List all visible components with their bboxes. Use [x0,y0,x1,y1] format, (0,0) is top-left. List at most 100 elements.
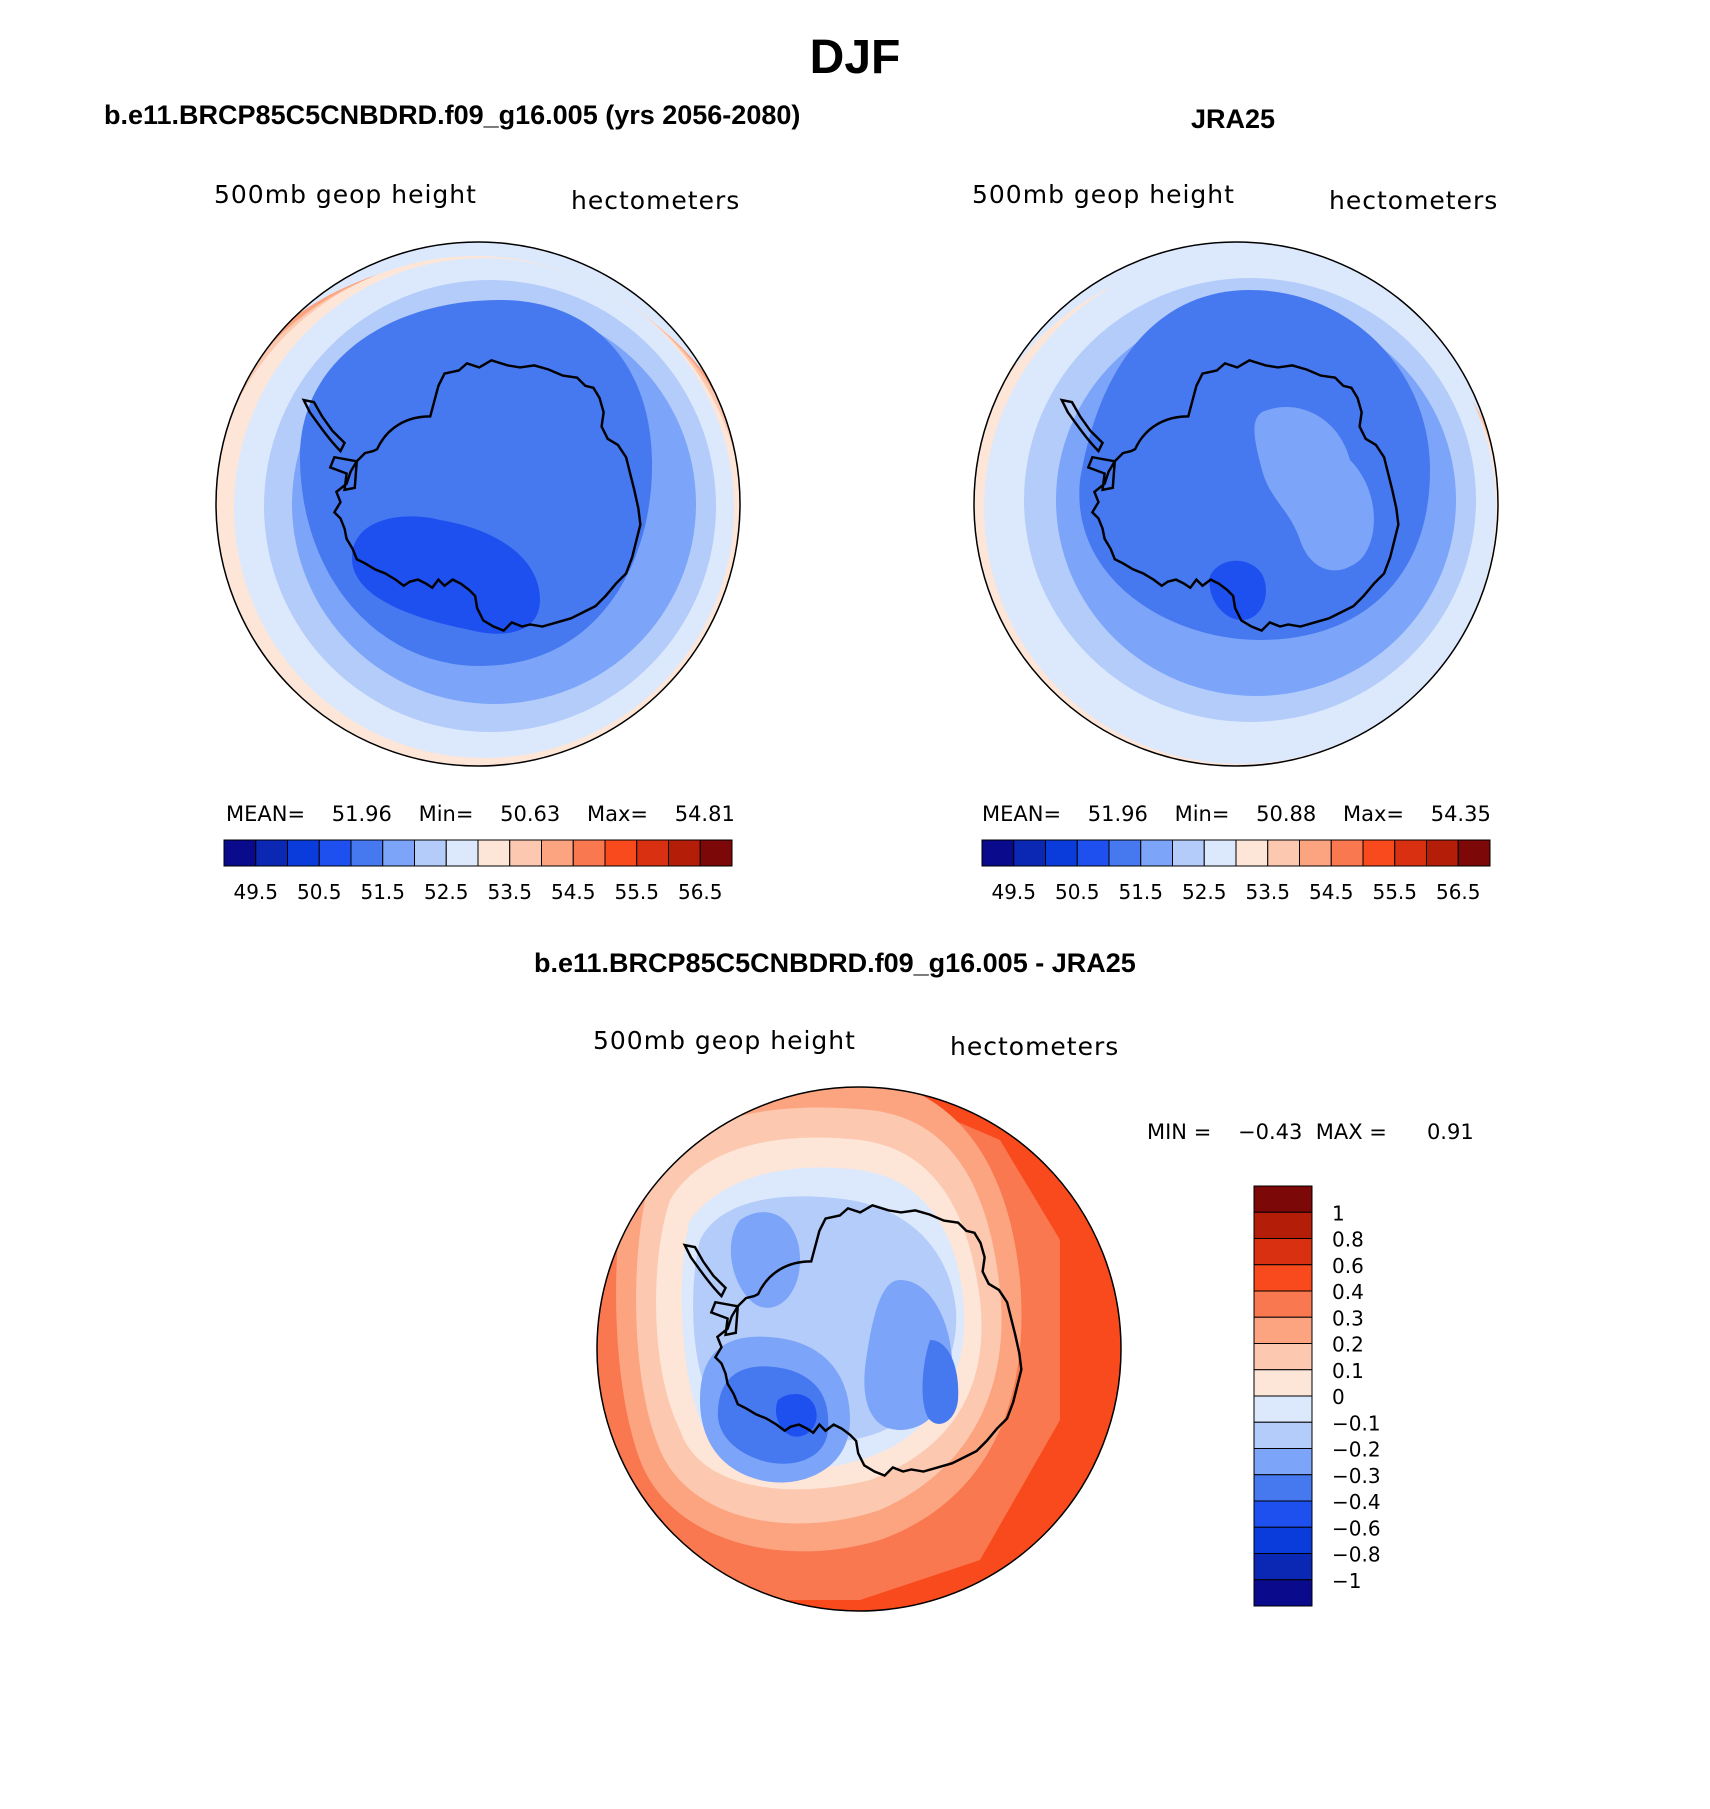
colorbar-3-swatch [1253,1448,1313,1476]
colorbar-3-swatch [1253,1369,1313,1397]
panel-2-mean-label: MEAN= [982,802,1062,826]
colorbar-1-tick-label: 49.5 [233,880,278,904]
colorbar-1-swatch [255,839,288,867]
map-1-border [215,241,741,767]
colorbar-3-swatch [1253,1553,1313,1581]
panel-2-max-label: Max= [1342,802,1404,826]
colorbar-2-tick-label: 50.5 [1055,880,1100,904]
colorbar-3: 1 0.80.60.40.3 0.20.10−0.1 −0.2−0.3−0.4−0.6… [1253,1185,1381,1607]
colorbar-2-swatch [1203,839,1237,867]
colorbar-1-swatch [382,839,415,867]
panel-2-min-label: Min= [1174,802,1230,826]
colorbar-1-swatch [223,839,257,867]
panel-1-units-label: hectometers [571,186,741,215]
colorbar-1-swatch [318,839,352,867]
panel-2-stats: MEAN= 51.96 Min= 50.88 Max= 54.35 [982,802,1491,826]
colorbar-1-swatch [604,839,638,867]
panel-2-mean-value: 51.96 [1087,802,1148,826]
colorbar-3-tick-label: 1 [1332,1201,1345,1225]
panel-2-title: JRA25 [1191,104,1276,134]
colorbar-2-swatch [1076,839,1110,867]
colorbar-3-swatch [1253,1395,1313,1423]
colorbar-2-tick-label: 55.5 [1372,880,1417,904]
panel-1-min-label: Min= [418,802,474,826]
colorbar-3-swatch [1253,1264,1313,1292]
panel-1-mean-value: 51.96 [331,802,392,826]
colorbar-3-swatch [1253,1211,1313,1239]
panel-1-stats: MEAN= 51.96 Min= 50.63 Max= 54.81 [226,802,735,826]
colorbar-2-swatch [1362,839,1396,867]
colorbar-1: 49.5 50.5 51.5 52.5 53.5 54.5 55.5 56.5 [223,839,733,904]
panel-1-max-value: 54.81 [674,802,735,826]
colorbar-3-tick-label: 0.4 [1332,1280,1364,1304]
map-3-low-east-core [922,1340,959,1424]
panel-2-units-label: hectometers [1329,186,1499,215]
colorbar-1-tick-label: 54.5 [551,880,596,904]
colorbar-1-swatch [541,839,574,867]
panel-3-max-label: MAX = [1315,1120,1387,1144]
panel-3-min-value: −0.43 [1238,1120,1303,1144]
colorbar-1-tick-label: 56.5 [678,880,723,904]
colorbar-2-tick-label: 54.5 [1309,880,1354,904]
colorbar-1-tick-label: 51.5 [360,880,405,904]
colorbar-1-swatch [668,839,701,867]
panel-3-max-value: 0.91 [1426,1120,1474,1144]
colorbar-1-swatch [445,839,479,867]
colorbar-1-swatch [572,839,606,867]
colorbar-3-tick-label: 0.6 [1332,1254,1364,1278]
colorbar-1-swatch [699,839,733,867]
colorbar-3-tick-label: 0.8 [1332,1228,1364,1252]
panel-3-min-label: MIN = [1147,1120,1212,1144]
colorbar-2-swatch [1426,839,1459,867]
colorbar-2-swatch [1299,839,1332,867]
colorbar-3-swatch [1253,1343,1313,1371]
main-title: DJF [809,31,901,84]
colorbar-3-swatch [1253,1316,1313,1344]
colorbar-3-swatch [1253,1579,1313,1607]
colorbar-2-tick-label: 51.5 [1118,880,1163,904]
colorbar-3-tick-label: −0.4 [1332,1490,1381,1514]
colorbar-2-tick-label: 56.5 [1436,880,1481,904]
colorbar-2-swatch [1108,839,1142,867]
colorbar-3-swatch [1253,1290,1313,1318]
map-3-low-west [730,1212,800,1308]
colorbar-3-swatch [1253,1474,1313,1502]
colorbar-2-swatch [1140,839,1173,867]
colorbar-2-swatch [981,839,1015,867]
panel-1-min-value: 50.63 [500,802,561,826]
colorbar-1-tick-label: 50.5 [297,880,342,904]
map-2-border [973,241,1499,767]
colorbar-2-swatch [1013,839,1046,867]
colorbar-2-swatch [1045,839,1078,867]
colorbar-1-tick-label: 52.5 [424,880,469,904]
colorbar-2: 49.5 50.5 51.5 52.5 53.5 54.5 55.5 56.5 [981,839,1491,904]
colorbar-3-swatch [1253,1526,1313,1554]
colorbar-2-tick-label: 52.5 [1182,880,1227,904]
panel-1-title: b.e11.BRCP85C5CNBDRD.f09_g16.005 (yrs 20… [104,100,801,130]
colorbar-2-swatch [1267,839,1300,867]
colorbar-1-tick-label: 55.5 [614,880,659,904]
map-2-band-51 [1209,560,1266,621]
colorbar-1-swatch [477,839,511,867]
colorbar-1-tick-label: 53.5 [487,880,532,904]
map-obs [974,242,1498,766]
colorbar-1-swatch [414,839,447,867]
colorbar-2-swatch [1235,839,1269,867]
panel-3-variable-label: 500mb geop height [593,1026,856,1055]
map-3-border [596,1086,1122,1612]
colorbar-3-tick-label: −0.6 [1332,1516,1381,1540]
colorbar-3-tick-label: 0.3 [1332,1306,1364,1330]
colorbar-3-swatch [1253,1238,1313,1266]
panel-2-max-value: 54.35 [1430,802,1491,826]
panel-2-min-value: 50.88 [1256,802,1317,826]
colorbar-3-tick-label: 0.2 [1332,1333,1364,1357]
colorbar-2-swatch [1457,839,1491,867]
colorbar-3-tick-label: 0.1 [1332,1359,1364,1383]
map-3-band-neg-0-6 [775,1394,817,1437]
colorbar-2-swatch [1330,839,1364,867]
colorbar-1-swatch [287,839,320,867]
map-3-band-neg-0-4 [717,1366,829,1464]
colorbar-2-swatch [1394,839,1427,867]
colorbar-3-swatch [1253,1500,1313,1528]
